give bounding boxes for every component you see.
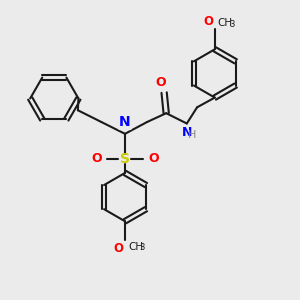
Text: H: H <box>188 130 196 140</box>
Text: CH: CH <box>128 242 143 252</box>
Text: 3: 3 <box>230 20 235 29</box>
Text: 3: 3 <box>140 243 145 252</box>
Text: O: O <box>92 152 102 165</box>
Text: CH: CH <box>218 18 233 28</box>
Text: N: N <box>182 126 192 140</box>
Text: O: O <box>148 152 159 165</box>
Text: S: S <box>120 152 130 166</box>
Text: N: N <box>119 116 131 129</box>
Text: O: O <box>155 76 166 89</box>
Text: O: O <box>113 242 124 255</box>
Text: O: O <box>203 15 213 28</box>
